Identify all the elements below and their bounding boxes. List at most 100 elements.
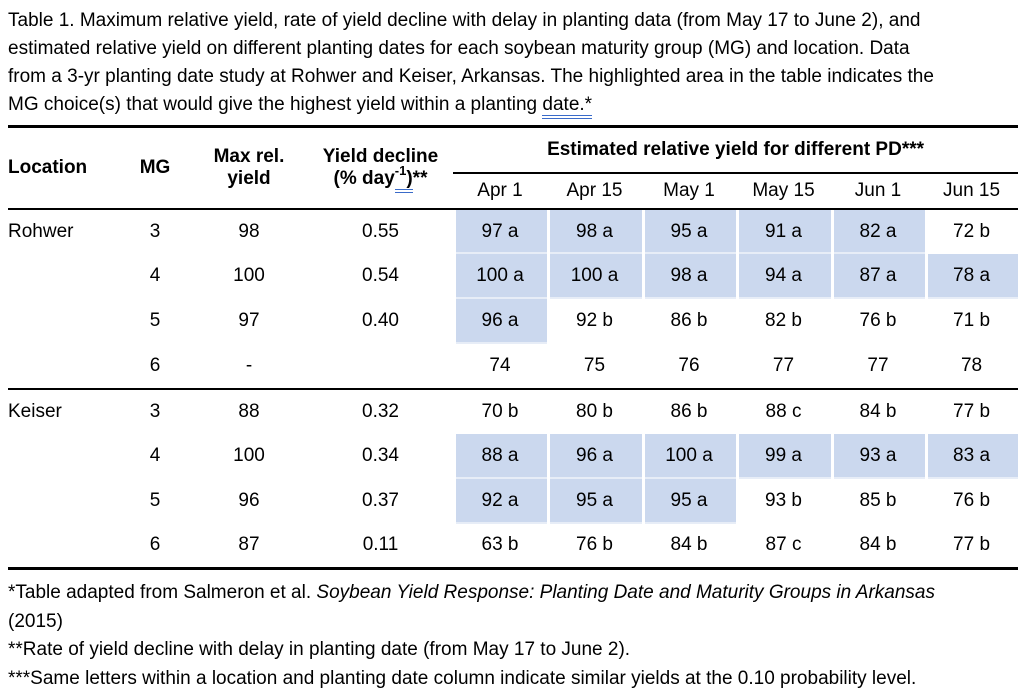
max-rel-yield-cell: 100	[233, 445, 265, 466]
header-line: (% day-1)**	[308, 164, 453, 193]
yield-value-cell: 76 b	[576, 534, 613, 556]
yield-value-cell: 82 b	[765, 310, 802, 331]
yield-value-cell: 77	[831, 343, 925, 390]
yield-value-cell: 86 b	[670, 310, 708, 331]
mg-cell: 4	[149, 445, 161, 466]
col-header-date: May 1	[642, 172, 736, 210]
col-header-yield-decline: Yield decline (% day-1)**	[308, 126, 453, 210]
yield-value-cell: 77 b	[953, 400, 991, 422]
yield-value-cell: 99 a	[736, 433, 831, 479]
table-row: 5 97 0.40 96 a 92 b 86 b 82 b 76 b 71 b	[8, 298, 1018, 344]
yield-value-cell: 96 a	[547, 433, 642, 479]
yield-value-cell: 70 b	[481, 400, 519, 422]
max-rel-yield-cell: 88	[238, 400, 260, 422]
col-header-date: May 15	[736, 172, 831, 210]
yield-decline-cell: 0.11	[362, 534, 399, 556]
yield-value-cell: 84 b	[859, 400, 897, 422]
yield-value-cell: 100 a	[453, 253, 547, 299]
yield-decline-cell: 0.54	[362, 265, 399, 286]
col-header-mg: MG	[120, 126, 190, 210]
caption-line: estimated relative yield on different pl…	[8, 38, 910, 59]
yield-value-cell: 100 a	[642, 433, 736, 479]
mg-cell: 6	[149, 534, 161, 556]
location-cell	[8, 524, 120, 569]
yield-table: Location MG Max rel. yield Yield decline…	[8, 125, 1019, 570]
caption-line: Table 1. Maximum relative yield, rate of…	[8, 10, 921, 31]
yield-value-cell: 97 a	[453, 208, 547, 254]
table-row: 4 100 0.54 100 a 100 a 98 a 94 a 87 a 78…	[8, 253, 1019, 299]
mg-cell: 3	[149, 400, 161, 422]
header-line: Max rel.	[213, 145, 285, 167]
caption-line: from a 3-yr planting date study at Rohwe…	[8, 66, 934, 87]
yield-decline-cell	[308, 343, 453, 390]
yield-value-cell: 84 b	[670, 534, 708, 556]
yield-value-cell: 87 c	[765, 534, 802, 556]
yield-value-cell: 80 b	[576, 400, 613, 422]
header-text: (% day	[333, 167, 395, 189]
yield-value-cell: 85 b	[859, 490, 897, 511]
header-text: **	[412, 167, 428, 189]
location-cell: Rohwer	[8, 220, 74, 242]
yield-value-cell: 95 a	[642, 478, 736, 524]
yield-value-cell: 77 b	[953, 534, 991, 556]
footnote-citation-title: Soybean Yield Response: Planting Date an…	[316, 582, 935, 603]
yield-decline-cell: 0.40	[362, 310, 399, 331]
max-rel-yield-cell: 96	[238, 490, 260, 511]
col-header-date: Apr 15	[547, 172, 642, 210]
yield-value-cell: 88 c	[765, 400, 802, 422]
col-header-max-rel-yield: Max rel. yield	[190, 126, 308, 210]
header-text: )	[406, 167, 413, 189]
yield-value-cell: 100 a	[547, 253, 642, 299]
yield-value-cell: 78	[925, 343, 1019, 390]
max-rel-yield-cell: 87	[238, 534, 260, 556]
footnote-rate-decline: **Rate of yield decline with delay in pl…	[8, 639, 631, 660]
col-header-estimated-yield-span: Estimated relative yield for different P…	[453, 126, 1019, 174]
yield-decline-cell: 0.37	[362, 490, 399, 511]
max-rel-yield-cell: 98	[238, 220, 260, 242]
location-cell	[8, 299, 120, 344]
yield-value-cell: 76	[642, 343, 736, 390]
table-row: 6 87 0.11 63 b 76 b 84 b 87 c 84 b 77 b	[8, 524, 1018, 569]
yield-value-cell: 91 a	[736, 208, 831, 254]
mg-cell: 4	[149, 265, 161, 286]
table-row: Keiser 3 88 0.32 70 b 80 b 86 b 88 c 84 …	[8, 389, 1018, 434]
caption-line: MG choice(s) that would give the highest…	[8, 91, 1016, 119]
superscript: -1	[394, 162, 407, 178]
yield-value-cell: 98 a	[642, 253, 736, 299]
header-row-dates: Apr 1 Apr 15 May 1 May 15 Jun 1 Jun 15	[8, 172, 1019, 210]
grammar-underlined-text: -1)	[394, 164, 413, 193]
yield-value-cell: 72 b	[953, 220, 991, 242]
location-cell	[8, 343, 120, 390]
yield-value-cell: 84 b	[859, 534, 897, 556]
col-header-date: Jun 1	[831, 172, 925, 210]
mg-cell: 5	[149, 490, 161, 511]
yield-value-cell: 75	[547, 343, 642, 390]
header-row-top: Location MG Max rel. yield Yield decline…	[8, 126, 1019, 210]
yield-value-cell: 63 b	[481, 534, 519, 556]
mg-cell: 3	[149, 220, 161, 242]
table-row: 4 100 0.34 88 a 96 a 100 a 99 a 93 a 83 …	[8, 433, 1019, 479]
yield-value-cell: 95 a	[547, 478, 642, 524]
yield-value-cell: 76 b	[953, 490, 991, 511]
yield-value-cell: 78 a	[925, 253, 1019, 299]
grammar-underlined-text: date.*	[542, 94, 593, 119]
max-rel-yield-cell: 100	[233, 265, 265, 286]
yield-value-cell: 96 a	[453, 298, 547, 344]
yield-value-cell: 94 a	[736, 253, 831, 299]
header-line: Yield decline	[322, 145, 439, 167]
yield-decline-cell: 0.32	[362, 400, 399, 422]
yield-value-cell: 88 a	[453, 433, 547, 479]
footnote-text: *Table adapted from Salmeron et al.	[8, 582, 317, 603]
col-header-date: Jun 15	[925, 172, 1019, 210]
yield-value-cell: 82 a	[831, 208, 925, 254]
location-cell: Keiser	[8, 400, 62, 422]
mg-cell: 5	[149, 310, 161, 331]
yield-value-cell: 87 a	[831, 253, 925, 299]
table-caption: Table 1. Maximum relative yield, rate of…	[8, 7, 1016, 119]
yield-value-cell: 74	[453, 343, 547, 390]
table-row: Rohwer 3 98 0.55 97 a 98 a 95 a 91 a 82 …	[8, 208, 1018, 254]
yield-value-cell: 92 b	[576, 310, 613, 331]
max-rel-yield-cell: 97	[238, 310, 260, 331]
yield-decline-cell: 0.55	[362, 220, 399, 242]
